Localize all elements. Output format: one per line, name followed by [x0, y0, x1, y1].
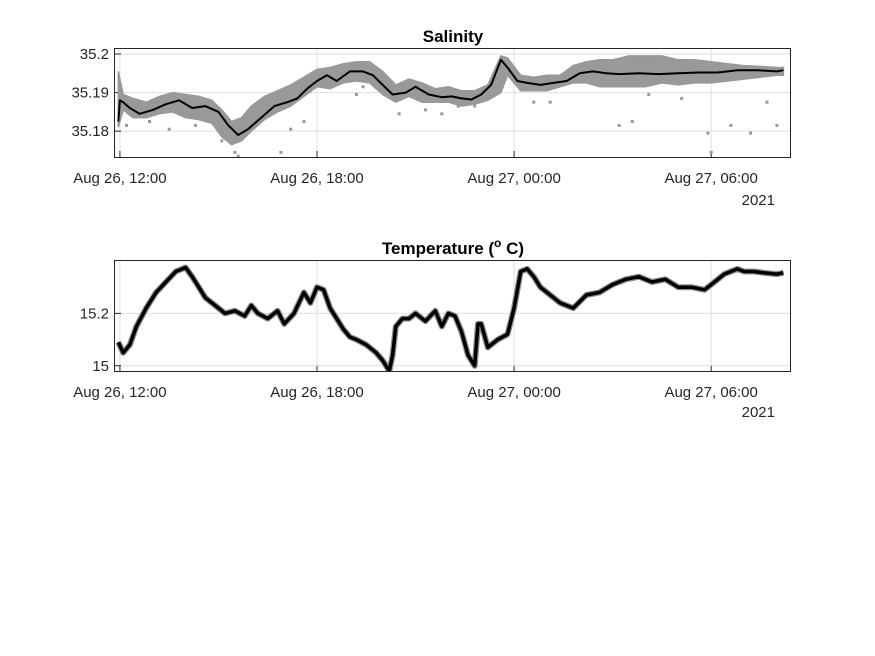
salinity-scatter-point: [617, 123, 621, 127]
temperature-y-tick-label: 15.2: [80, 305, 109, 322]
salinity-scatter-point: [749, 131, 753, 135]
temperature-x-tick-label: Aug 27, 06:00: [664, 384, 757, 401]
salinity-scatter-point: [354, 93, 358, 96]
temperature-y-tick-label: 15: [92, 358, 109, 375]
salinity-y-tick-label: 35.18: [71, 123, 109, 140]
salinity-scatter-point: [377, 85, 381, 89]
salinity-scatter-point: [532, 100, 536, 104]
salinity-scatter-point: [706, 131, 710, 135]
salinity-scatter-point: [423, 108, 427, 112]
salinity-scatter-point: [775, 123, 779, 127]
salinity-scatter-point: [167, 127, 171, 131]
salinity-panel: Salinity Aug 26, 12:00 Aug 26, 18:00 Aug 2…: [71, 27, 791, 209]
salinity-scatter-point: [233, 150, 237, 154]
temperature-axes-box: [114, 260, 791, 372]
salinity-year-label: 2021: [742, 192, 775, 209]
salinity-y-tick-label: 35.2: [80, 46, 109, 63]
salinity-x-tick-label: Aug 27, 00:00: [467, 170, 560, 187]
temperature-year-label: 2021: [742, 404, 775, 421]
salinity-scatter-point: [440, 112, 444, 116]
salinity-scatter-point: [302, 120, 306, 123]
salinity-x-tick-label: Aug 26, 12:00: [73, 170, 166, 187]
salinity-scatter-point: [220, 139, 224, 143]
temperature-title: Temperature (o C): [382, 236, 524, 258]
salinity-x-tick-label: Aug 26, 18:00: [270, 170, 363, 187]
salinity-scatter-point: [279, 150, 283, 154]
salinity-y-tick-label: 35.19: [71, 85, 109, 102]
salinity-scatter-point: [148, 120, 151, 123]
temperature-x-tick-label: Aug 27, 00:00: [467, 384, 560, 401]
salinity-scatter-point: [397, 112, 401, 116]
salinity-scatter-point: [125, 123, 128, 127]
temperature-panel: Temperature (o C) Aug 26, 12:00 Aug 26, 1…: [73, 236, 791, 421]
salinity-scatter-point: [473, 104, 477, 108]
salinity-x-tick-label: Aug 27, 06:00: [664, 170, 757, 187]
salinity-scatter-point: [729, 123, 733, 127]
salinity-spread-band: [117, 54, 785, 146]
salinity-scatter-point: [548, 100, 552, 104]
salinity-axes-box: [114, 48, 791, 158]
salinity-scatter-point: [338, 73, 342, 77]
salinity-scatter-point: [236, 154, 240, 157]
salinity-series-line: [117, 58, 784, 136]
salinity-scatter-point: [647, 93, 651, 96]
temperature-plot-area: [115, 264, 784, 371]
salinity-scatter-point: [194, 123, 197, 127]
salinity-title: Salinity: [423, 27, 484, 46]
salinity-scatter-point: [289, 127, 293, 131]
salinity-scatter-point: [680, 96, 684, 100]
salinity-scatter-point: [765, 100, 769, 104]
salinity-scatter-point: [709, 150, 713, 154]
temperature-series-line: [116, 265, 784, 371]
salinity-scatter-point: [456, 104, 460, 108]
temperature-x-tick-label: Aug 26, 18:00: [270, 384, 363, 401]
temperature-x-tick-label: Aug 26, 12:00: [73, 384, 166, 401]
salinity-scatter-point: [361, 85, 365, 89]
salinity-plot-area: [117, 54, 785, 157]
salinity-scatter-point: [630, 120, 634, 123]
